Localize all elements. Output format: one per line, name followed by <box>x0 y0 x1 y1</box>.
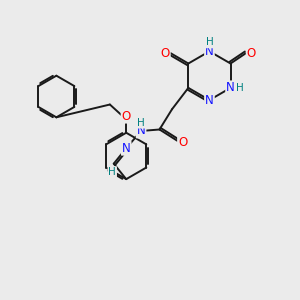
Text: H: H <box>108 167 116 177</box>
Text: H: H <box>137 118 145 128</box>
Text: N: N <box>122 142 130 155</box>
Text: N: N <box>226 81 235 94</box>
Text: H: H <box>206 38 213 47</box>
Text: O: O <box>178 136 187 149</box>
Text: O: O <box>247 46 256 60</box>
Text: N: N <box>205 45 214 58</box>
Text: N: N <box>137 124 146 137</box>
Text: H: H <box>236 83 243 93</box>
Text: O: O <box>122 110 131 123</box>
Text: O: O <box>160 46 170 60</box>
Text: N: N <box>205 94 214 106</box>
